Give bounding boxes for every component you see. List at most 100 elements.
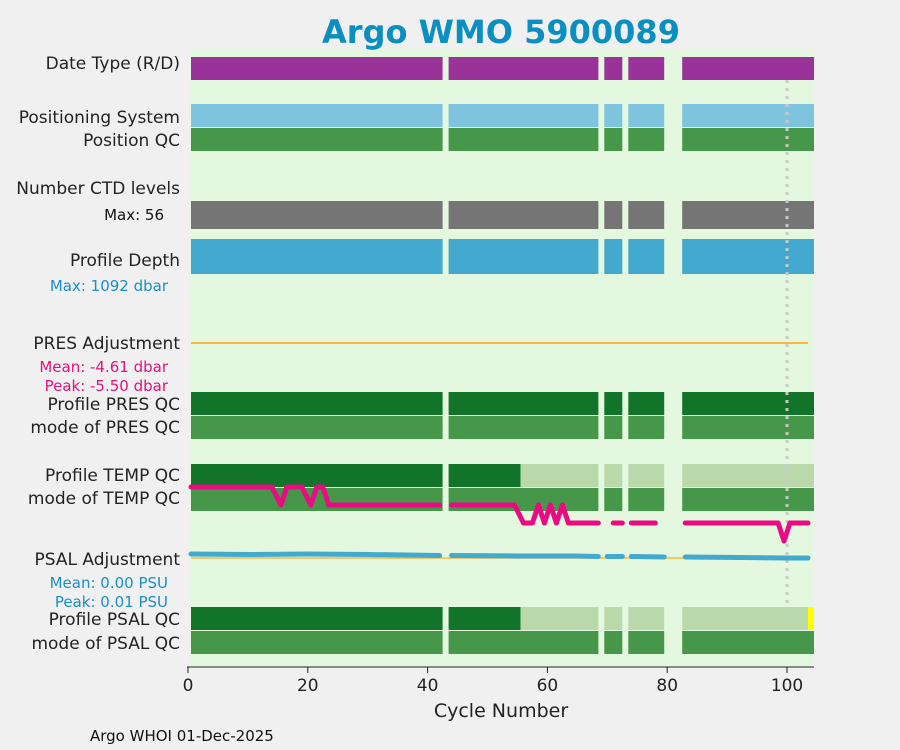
temp-trace-segment — [781, 520, 793, 544]
label-profile-depth: Profile Depth — [70, 251, 180, 271]
date-type-bar — [191, 57, 443, 80]
label-positioning-system: Positioning System — [19, 108, 180, 128]
positioning-system-bar — [191, 104, 443, 127]
positioning-system-bar — [448, 104, 599, 127]
position-qc-bar — [448, 128, 599, 151]
profile-depth-bar — [604, 239, 623, 274]
profile-psal-qc-bar — [682, 607, 814, 630]
temp-trace-segment — [512, 502, 526, 526]
psal-trace-segment — [449, 553, 520, 559]
label-mode-pres-qc: mode of PRES QC — [30, 418, 180, 438]
stat-psal-peak: Peak: 0.01 PSU — [55, 593, 168, 611]
label-psal-adjustment: PSAL Adjustment — [35, 550, 181, 570]
mode-temp-qc-bar — [448, 488, 599, 511]
stat-levels-max: Max: 56 — [104, 206, 164, 224]
chart-title: Argo WMO 5900089 — [322, 13, 680, 51]
position-qc-bar — [682, 128, 814, 151]
stat-depth-max: Max: 1092 dbar — [50, 277, 169, 295]
date-type-bar — [682, 57, 814, 80]
mode-pres-qc-bar — [191, 416, 443, 439]
x-axis-label: Cycle Number — [434, 700, 568, 722]
label-mode-psal-qc: mode of PSAL QC — [31, 634, 180, 654]
mode-temp-qc-bar — [628, 488, 665, 511]
date-type-bar — [448, 57, 599, 80]
psal-trace-segment — [365, 552, 443, 558]
stat-pres-peak: Peak: -5.50 dbar — [45, 377, 169, 395]
profile-psal-qc-bar — [628, 607, 665, 630]
psal-flag-bar — [808, 607, 814, 630]
psal-trace-segment — [628, 554, 667, 560]
label-profile-pres-qc: Profile PRES QC — [47, 395, 180, 415]
mode-psal-qc-bar — [191, 631, 443, 654]
psal-trace-segment — [682, 554, 742, 560]
positioning-system-bar — [604, 104, 623, 127]
profile-pres-qc-bar — [682, 392, 814, 415]
position-qc-bar — [628, 128, 665, 151]
psal-trace-segment — [736, 555, 790, 561]
label-pres-adjustment: PRES Adjustment — [33, 334, 180, 354]
label-num-levels: Number CTD levels — [16, 179, 180, 199]
profile-depth-bar — [628, 239, 665, 274]
temp-trace-segment — [559, 502, 571, 526]
profile-temp-qc-bar — [191, 464, 443, 487]
profile-pres-qc-bar — [604, 392, 623, 415]
x-tick-label: 40 — [417, 676, 439, 696]
mode-pres-qc-bar — [604, 416, 623, 439]
position-qc-bar — [604, 128, 623, 151]
mode-psal-qc-bar — [628, 631, 665, 654]
mode-pres-qc-bar — [682, 416, 814, 439]
mode-pres-qc-bar — [448, 416, 599, 439]
label-profile-temp-qc: Profile TEMP QC — [45, 466, 180, 486]
x-tick-label: 20 — [297, 676, 319, 696]
profile-psal-qc-bar — [191, 607, 443, 630]
label-position-qc: Position QC — [83, 131, 180, 151]
mode-psal-qc-bar — [448, 631, 599, 654]
plot-background — [190, 50, 814, 667]
mode-temp-qc-bar — [682, 488, 814, 511]
profile-temp-qc-bar — [520, 464, 599, 487]
position-qc-bar — [191, 128, 443, 151]
profile-pres-qc-bar — [191, 392, 443, 415]
x-tick-label: 60 — [537, 676, 559, 696]
psal-trace-segment — [305, 551, 371, 557]
trace-layer — [188, 80, 811, 607]
mode-psal-qc-bar — [604, 631, 623, 654]
psal-trace-segment — [574, 553, 601, 559]
num-levels-bar — [628, 201, 665, 229]
num-levels-bar — [448, 201, 599, 229]
profile-psal-qc-bar — [448, 607, 521, 630]
profile-pres-qc-bar — [628, 392, 665, 415]
footer-credit: Argo WHOI 01-Dec-2025 — [90, 727, 274, 745]
profile-depth-bar — [682, 239, 814, 274]
temp-trace-segment — [320, 484, 332, 508]
profile-temp-qc-bar — [682, 464, 814, 487]
x-ticks: 0 20 40 60 80 100 — [183, 667, 803, 696]
x-tick-label: 0 — [183, 676, 194, 696]
psal-trace-segment — [245, 551, 311, 557]
label-profile-psal-qc: Profile PSAL QC — [49, 610, 180, 630]
profile-temp-qc-bar — [604, 464, 623, 487]
profile-temp-qc-bar — [448, 464, 521, 487]
profile-psal-qc-bar — [520, 607, 599, 630]
mode-psal-qc-bar — [682, 631, 814, 654]
positioning-system-bar — [628, 104, 665, 127]
profile-pres-qc-bar — [448, 392, 599, 415]
date-type-bar — [604, 57, 623, 80]
num-levels-bar — [682, 201, 814, 229]
profile-temp-qc-bar — [628, 464, 665, 487]
stat-psal-mean: Mean: 0.00 PSU — [50, 574, 168, 592]
psal-trace-segment — [188, 551, 251, 557]
positioning-system-bar — [682, 104, 814, 127]
mode-pres-qc-bar — [628, 416, 665, 439]
temp-trace-segment — [278, 484, 290, 508]
profile-depth-bar — [448, 239, 599, 274]
profile-depth-bar — [191, 239, 443, 274]
x-tick-label: 100 — [771, 676, 803, 696]
label-mode-temp-qc: mode of TEMP QC — [28, 489, 180, 509]
date-type-bar — [628, 57, 665, 80]
profile-psal-qc-bar — [604, 607, 623, 630]
temp-trace-segment — [308, 484, 320, 508]
label-date-type: Date Type (R/D) — [46, 54, 180, 74]
stat-pres-mean: Mean: -4.61 dbar — [39, 358, 169, 376]
